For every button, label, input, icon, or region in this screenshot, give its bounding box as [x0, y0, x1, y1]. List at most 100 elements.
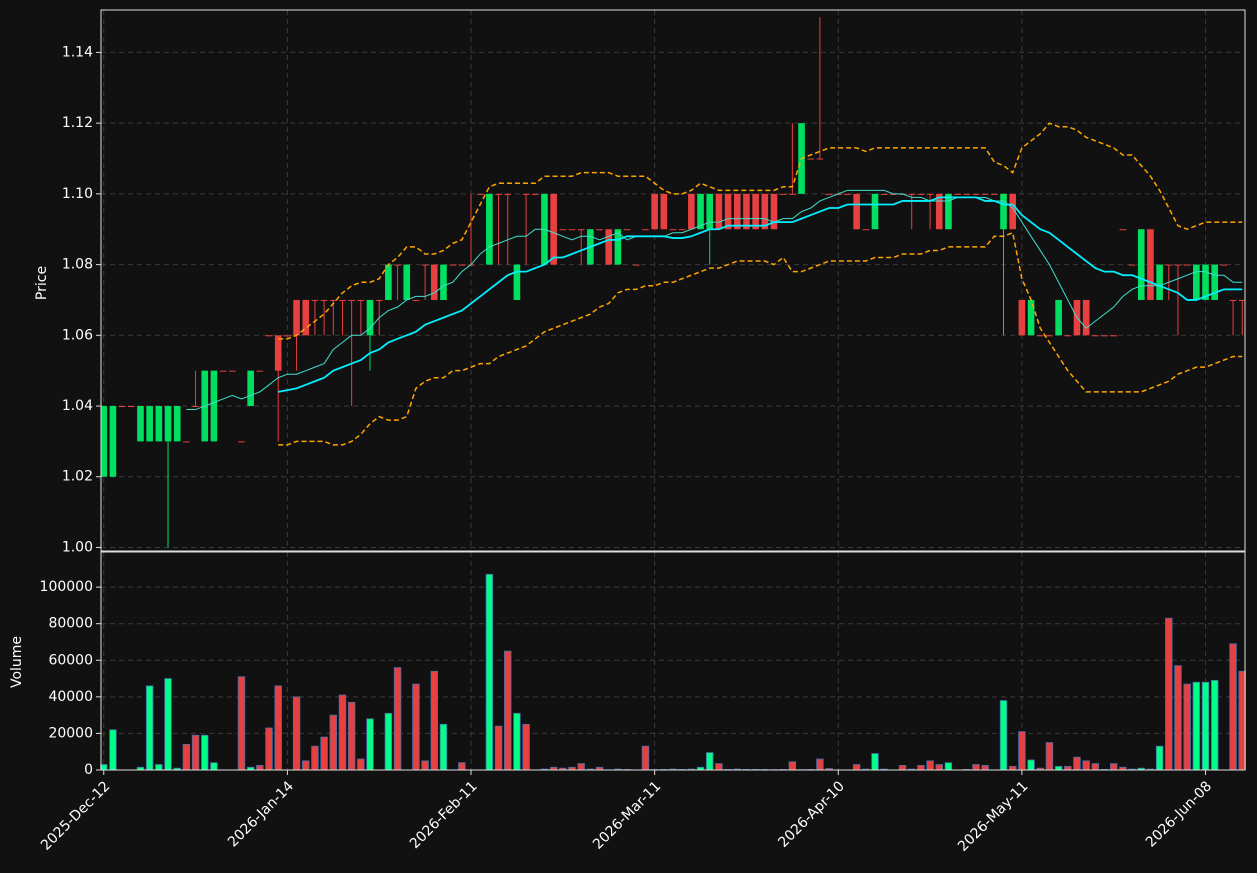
candle-body: [504, 193, 512, 195]
volume-bar: [1027, 759, 1035, 771]
volume-bar: [1174, 665, 1182, 771]
volume-bar: [935, 764, 943, 771]
volume-bar: [1110, 763, 1118, 771]
volume-bar: [458, 762, 466, 771]
candle-body: [816, 158, 824, 160]
candle-body: [568, 229, 576, 231]
volume-bar: [1073, 756, 1081, 771]
candle-body: [164, 406, 172, 442]
volume-bar: [706, 752, 714, 771]
candle-body: [495, 193, 502, 195]
candle-body: [1128, 264, 1136, 266]
candle-body: [981, 193, 989, 195]
volume-bar: [1192, 681, 1201, 771]
volume-bar: [109, 729, 117, 771]
volume-bar: [513, 712, 521, 771]
volume-bar: [577, 763, 585, 771]
candle-body: [945, 193, 952, 230]
indicator-line: [278, 231, 1243, 446]
volume-bar: [504, 650, 512, 771]
volume-bar: [641, 745, 650, 771]
candle-body: [880, 193, 888, 195]
candle-body: [311, 299, 319, 301]
volume-bar: [265, 727, 273, 771]
volume-tick-label: 0: [84, 762, 93, 778]
candle-body: [1092, 335, 1099, 337]
candle-body: [596, 229, 603, 231]
volume-bar: [191, 734, 200, 771]
candle-body: [531, 193, 539, 195]
volume-bar: [366, 718, 374, 771]
candle-body: [375, 299, 383, 301]
candle-body: [779, 193, 787, 195]
candle-body: [761, 193, 769, 230]
volume-axis-label: Volume: [9, 636, 25, 688]
candle-body: [1110, 335, 1118, 337]
volume-bar: [164, 678, 172, 771]
candle-body: [476, 193, 484, 195]
candle-body: [513, 264, 521, 300]
volume-bar: [292, 696, 301, 771]
candle-body: [853, 193, 860, 230]
volume-bar: [522, 723, 530, 771]
candle-body: [329, 299, 337, 301]
indicator-line: [186, 189, 1243, 411]
candle-body: [146, 406, 153, 442]
y-tick-label: 1.06: [62, 327, 93, 343]
y-tick-label: 1.04: [62, 398, 93, 414]
indicator-line: [278, 196, 1243, 393]
volume-bar: [329, 714, 337, 771]
candle-body: [1046, 335, 1053, 337]
candle-body: [825, 193, 833, 195]
volume-bar: [274, 685, 282, 771]
volume-bar: [210, 762, 218, 771]
candle-body: [1027, 299, 1035, 336]
candle-body: [155, 406, 163, 442]
candle-body: [577, 229, 585, 231]
candle-body: [733, 193, 741, 230]
volume-bar: [788, 761, 797, 771]
candle-body: [1238, 299, 1246, 301]
volume-bar: [155, 764, 163, 771]
candle-body: [789, 193, 796, 195]
candle-body: [109, 406, 117, 477]
candle-body: [320, 299, 328, 301]
candle-body: [715, 193, 723, 230]
candle-body: [192, 406, 199, 408]
volume-bar: [421, 760, 429, 771]
candle-body: [972, 193, 980, 195]
volume-bar: [145, 685, 154, 771]
candle-body: [403, 264, 411, 300]
candle-body: [1183, 264, 1191, 266]
volume-tick-label: 100000: [40, 579, 93, 595]
candle-body: [302, 299, 310, 336]
price-panel-frame: [100, 9, 1246, 552]
volume-bar: [1082, 760, 1090, 771]
candle-body: [430, 264, 438, 300]
candle-body: [219, 370, 227, 372]
candle-body: [724, 193, 732, 230]
candle-body: [274, 335, 282, 371]
candle-body: [100, 406, 108, 477]
volume-bar: [302, 760, 310, 771]
y-tick-label: 1.14: [62, 44, 93, 60]
volume-tick-label: 80000: [48, 616, 93, 632]
candle-body: [669, 229, 677, 231]
volume-bar: [393, 667, 402, 771]
candle-body: [642, 229, 649, 231]
candle-body: [1018, 299, 1026, 336]
candle-body: [1101, 335, 1108, 337]
volume-bar: [972, 764, 980, 771]
candle-body: [1165, 264, 1173, 266]
candle-body: [844, 193, 851, 195]
candle-body: [1193, 264, 1200, 300]
candle-body: [954, 193, 961, 195]
candle-body: [458, 264, 466, 266]
candle-body: [807, 158, 815, 160]
volume-tick-label: 20000: [48, 725, 93, 741]
volume-bar: [1183, 683, 1191, 771]
candle-body: [632, 264, 640, 266]
candle-body: [1137, 229, 1145, 300]
